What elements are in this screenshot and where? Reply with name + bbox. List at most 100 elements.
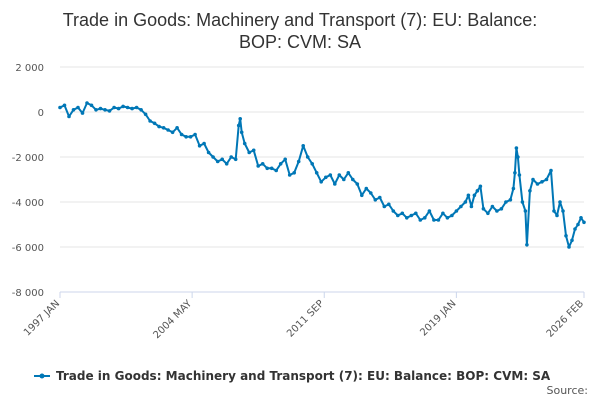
data-point[interactable] — [463, 200, 468, 204]
data-point[interactable] — [459, 204, 463, 209]
data-point[interactable] — [475, 189, 480, 193]
data-point[interactable] — [139, 108, 143, 112]
data-point[interactable] — [564, 234, 568, 238]
data-point[interactable] — [409, 213, 414, 218]
data-point[interactable] — [555, 213, 559, 218]
data-point[interactable] — [360, 193, 364, 198]
data-point[interactable] — [558, 200, 562, 204]
data-point[interactable] — [508, 198, 513, 202]
data-point[interactable] — [576, 222, 580, 227]
data-point[interactable] — [517, 173, 522, 177]
source-credit[interactable]: Source: — [547, 384, 589, 397]
data-point[interactable] — [256, 164, 261, 168]
data-point[interactable] — [511, 186, 516, 191]
data-point[interactable] — [337, 173, 342, 177]
data-point[interactable] — [112, 105, 116, 110]
data-point[interactable] — [236, 123, 241, 128]
data-point[interactable] — [382, 204, 387, 209]
data-point[interactable] — [427, 209, 432, 213]
data-point[interactable] — [260, 162, 265, 166]
data-point[interactable] — [582, 220, 586, 225]
data-point[interactable] — [184, 135, 188, 139]
data-point[interactable] — [193, 132, 197, 137]
data-point[interactable] — [469, 204, 474, 209]
data-point[interactable] — [229, 155, 233, 159]
data-point[interactable] — [567, 245, 571, 249]
data-point[interactable] — [513, 171, 517, 175]
data-point[interactable] — [224, 162, 229, 166]
data-point[interactable] — [441, 211, 445, 216]
data-point[interactable] — [278, 162, 283, 166]
data-point[interactable] — [514, 146, 519, 150]
data-point[interactable] — [206, 150, 211, 155]
data-point[interactable] — [89, 103, 94, 108]
data-point[interactable] — [369, 191, 373, 195]
data-point[interactable] — [179, 132, 184, 137]
data-point[interactable] — [445, 216, 450, 220]
data-point[interactable] — [107, 109, 112, 113]
data-point[interactable] — [418, 218, 423, 222]
data-point[interactable] — [233, 157, 238, 162]
data-point[interactable] — [499, 207, 504, 211]
data-point[interactable] — [161, 126, 166, 130]
data-point[interactable] — [328, 173, 333, 177]
data-point[interactable] — [387, 202, 391, 207]
data-point[interactable] — [62, 103, 67, 108]
data-point[interactable] — [220, 157, 224, 162]
data-point[interactable] — [405, 216, 409, 220]
data-point[interactable] — [247, 150, 251, 155]
data-point[interactable] — [197, 144, 202, 148]
data-point[interactable] — [520, 200, 525, 204]
data-point[interactable] — [324, 175, 328, 180]
data-point[interactable] — [188, 135, 193, 139]
data-point[interactable] — [265, 166, 270, 171]
data-point[interactable] — [525, 243, 529, 247]
data-point[interactable] — [211, 155, 215, 159]
data-point[interactable] — [296, 159, 301, 164]
data-point[interactable] — [396, 213, 400, 218]
data-point[interactable] — [152, 121, 157, 126]
data-point[interactable] — [355, 182, 360, 186]
data-point[interactable] — [481, 207, 486, 211]
data-point[interactable] — [544, 177, 549, 182]
series-line[interactable] — [59, 102, 585, 248]
data-point[interactable] — [305, 155, 310, 159]
data-point[interactable] — [346, 171, 351, 175]
data-point[interactable] — [523, 209, 528, 213]
data-point[interactable] — [175, 126, 179, 130]
data-point[interactable] — [287, 173, 292, 177]
data-point[interactable] — [94, 108, 98, 112]
data-point[interactable] — [76, 105, 80, 110]
data-point[interactable] — [391, 209, 396, 213]
legend[interactable]: Trade in Goods: Machinery and Transport … — [34, 369, 551, 383]
data-point[interactable] — [423, 216, 427, 220]
data-point[interactable] — [80, 111, 85, 115]
data-point[interactable] — [400, 211, 405, 216]
data-point[interactable] — [215, 159, 220, 164]
data-point[interactable] — [125, 105, 130, 110]
data-point[interactable] — [314, 171, 319, 175]
data-point[interactable] — [561, 209, 565, 213]
data-point[interactable] — [269, 166, 274, 171]
data-point[interactable] — [239, 130, 244, 135]
data-point[interactable] — [535, 182, 540, 186]
data-point[interactable] — [528, 189, 532, 193]
data-point[interactable] — [490, 204, 495, 209]
data-point[interactable] — [570, 238, 574, 243]
data-point[interactable] — [301, 144, 306, 148]
data-point[interactable] — [67, 114, 71, 119]
data-point[interactable] — [516, 155, 520, 159]
data-point[interactable] — [378, 195, 382, 200]
data-point[interactable] — [364, 186, 369, 191]
data-point[interactable] — [573, 227, 577, 231]
data-point[interactable] — [472, 193, 477, 198]
data-point[interactable] — [351, 177, 355, 182]
data-point[interactable] — [414, 211, 418, 216]
data-point[interactable] — [504, 200, 508, 204]
data-point[interactable] — [495, 209, 499, 213]
data-point[interactable] — [202, 141, 206, 146]
data-point[interactable] — [130, 106, 134, 111]
data-point[interactable] — [342, 177, 346, 182]
data-point[interactable] — [310, 162, 315, 166]
data-point[interactable] — [283, 157, 288, 162]
